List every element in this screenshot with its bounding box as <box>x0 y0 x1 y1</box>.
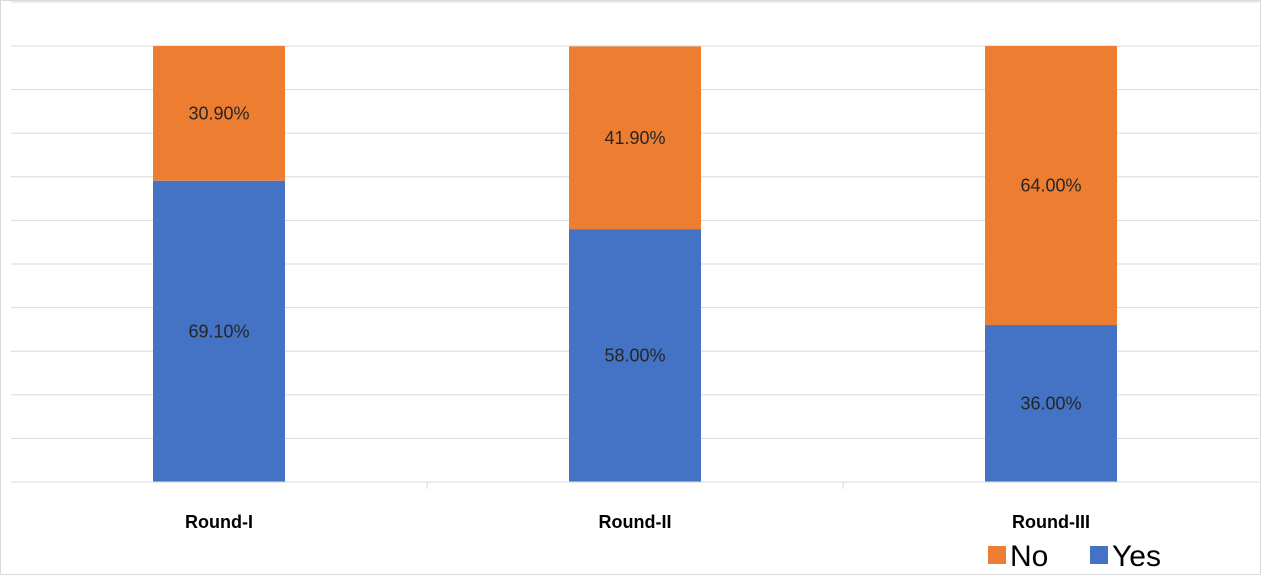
bar-yes-round-iii <box>985 325 1117 482</box>
data-labels: 69.10% 30.90% 58.00% 41.90% 36.00% 64.00% <box>188 103 1081 413</box>
data-label: 64.00% <box>1020 176 1081 196</box>
data-label: 58.00% <box>604 346 665 366</box>
data-label: 36.00% <box>1020 394 1081 414</box>
bar-no-round-i <box>153 46 285 181</box>
bar-no-round-iii <box>985 46 1117 326</box>
legend-label-yes: Yes <box>1112 540 1161 573</box>
legend-swatch-yes <box>1090 546 1108 564</box>
bars <box>153 46 1117 482</box>
bar-yes-round-ii <box>569 229 701 482</box>
data-label: 30.90% <box>188 103 249 123</box>
x-tick-label: Round-II <box>599 512 672 532</box>
legend-swatch-no <box>988 546 1006 564</box>
x-axis: Round-I Round-II Round-III <box>11 481 1259 532</box>
bar-no-round-ii <box>569 46 701 230</box>
x-tick-label: Round-III <box>1012 512 1090 532</box>
legend: No Yes <box>988 540 1161 573</box>
data-label: 41.90% <box>604 128 665 148</box>
x-tick-label: Round-I <box>185 512 253 532</box>
bar-yes-round-i <box>153 180 285 482</box>
data-label: 69.10% <box>188 321 249 341</box>
legend-label-no: No <box>1010 540 1048 573</box>
